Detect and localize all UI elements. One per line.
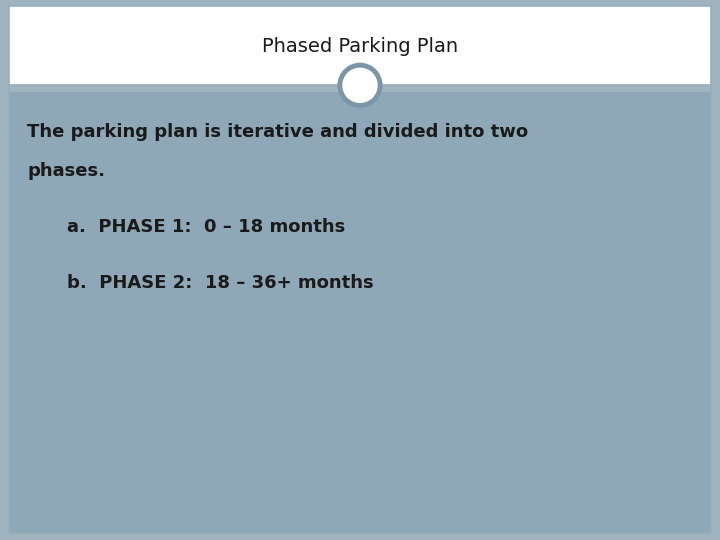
FancyBboxPatch shape: [9, 6, 711, 534]
Text: The parking plan is iterative and divided into two: The parking plan is iterative and divide…: [27, 123, 528, 141]
Text: Phased Parking Plan: Phased Parking Plan: [262, 37, 458, 56]
Text: b.  PHASE 2:  18 – 36+ months: b. PHASE 2: 18 – 36+ months: [67, 274, 374, 292]
FancyBboxPatch shape: [9, 92, 711, 534]
Text: a.  PHASE 1:  0 – 18 months: a. PHASE 1: 0 – 18 months: [67, 218, 345, 235]
Ellipse shape: [340, 65, 380, 105]
FancyBboxPatch shape: [9, 6, 711, 85]
Text: phases.: phases.: [27, 162, 105, 180]
